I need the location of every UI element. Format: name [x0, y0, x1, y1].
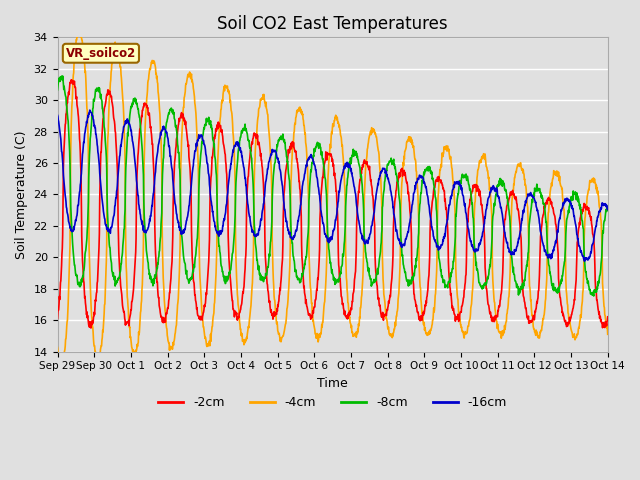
Y-axis label: Soil Temperature (C): Soil Temperature (C) [15, 130, 28, 259]
Text: VR_soilco2: VR_soilco2 [66, 47, 136, 60]
Legend: -2cm, -4cm, -8cm, -16cm: -2cm, -4cm, -8cm, -16cm [153, 391, 512, 414]
X-axis label: Time: Time [317, 377, 348, 390]
Title: Soil CO2 East Temperatures: Soil CO2 East Temperatures [218, 15, 448, 33]
